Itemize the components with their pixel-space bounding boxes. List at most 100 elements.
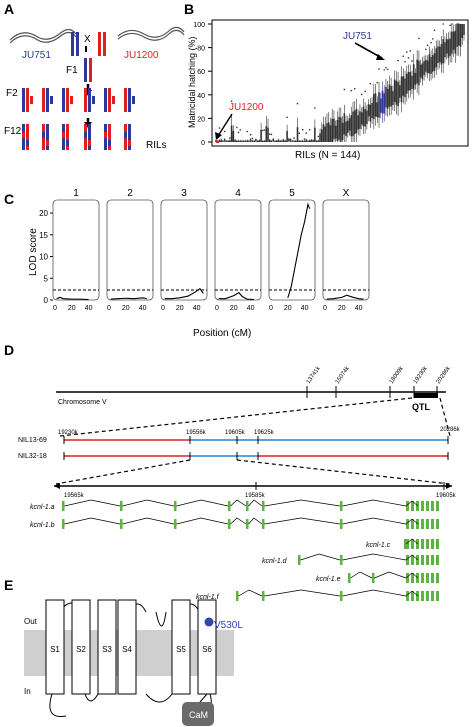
gene-tick-2: 19585k (245, 493, 266, 499)
ril-box (307, 140, 309, 142)
ril-box (301, 140, 304, 142)
lod-xtick-label: 0 (161, 305, 165, 312)
cam-label: CaM (189, 710, 208, 720)
ril-box (291, 140, 294, 142)
intron (405, 572, 419, 579)
f2-chromosome (42, 88, 45, 112)
lod-curve (326, 294, 364, 300)
nil-tick-1: 19230k (58, 430, 79, 436)
parent-ju1200-label: JU1200 (124, 50, 159, 61)
lod-xtick-label: 20 (338, 305, 346, 312)
ril-outlier (353, 87, 356, 90)
ril-box (296, 127, 299, 142)
exon (262, 501, 265, 511)
intron (405, 538, 419, 545)
intron (230, 499, 247, 507)
nil-region: 19230k 19556k 19605k 19625k 20286k NIL13… (18, 427, 461, 460)
exon (426, 519, 429, 529)
lod-panel-chr-X: X 0 20 40 (322, 188, 370, 312)
intron (238, 589, 263, 597)
lod-ytick-label: 20 (39, 209, 48, 218)
lod-curve (218, 291, 254, 301)
ril-box (409, 71, 412, 91)
ril-box (393, 79, 396, 103)
ril-box (300, 140, 302, 142)
ril-box (279, 140, 281, 142)
ril-box (447, 39, 450, 58)
ril-box (220, 139, 223, 142)
ril-box (277, 139, 280, 142)
lod-panel-title: 1 (73, 188, 79, 199)
ytick-label: 0 (201, 140, 205, 147)
plot-b-frame (211, 19, 469, 147)
ril-box (407, 71, 410, 91)
ril-outlier (405, 51, 408, 53)
ril-outlier (376, 81, 379, 84)
panel-d-label: D (4, 342, 14, 358)
ril-box (461, 24, 464, 38)
ril-outlier (293, 137, 295, 139)
isoform-row: kcnl-1.b (30, 517, 439, 529)
ril-box (418, 60, 420, 86)
ril-boxplots (215, 23, 465, 143)
ril-outlier (305, 132, 307, 134)
cam-box (182, 702, 214, 726)
ril-segment (42, 132, 45, 138)
exon (411, 555, 414, 565)
ril-box (463, 24, 465, 35)
lod-xtick-label: 20 (284, 305, 292, 312)
exon (228, 501, 231, 511)
exon (426, 591, 429, 601)
lod-xtick-label: 0 (323, 305, 327, 312)
lod-xtick-label: 40 (85, 305, 93, 312)
ril-box (378, 92, 380, 118)
gene-axis: 19565k 19585k 19605k (54, 482, 457, 499)
ril-segment (104, 132, 107, 138)
ril-box (310, 139, 313, 142)
ril-box (369, 104, 372, 122)
exon (421, 519, 424, 529)
nil-tick-4: 19625k (254, 430, 275, 436)
ril-box (263, 140, 266, 142)
arrowhead-icon (376, 54, 385, 60)
ril-box (371, 102, 373, 118)
ril-box (242, 140, 245, 142)
lod-panel-chr-3: 3 0 20 40 (160, 188, 208, 312)
lod-panel-frame (160, 199, 208, 301)
lod-panel-chr-2: 20 20 40 (106, 188, 154, 312)
ril-box (267, 127, 269, 142)
f2-chromosome (26, 88, 29, 112)
ril-box (400, 76, 403, 103)
ril-box (284, 140, 287, 142)
exon (436, 539, 439, 549)
ril-outlier (418, 37, 420, 40)
exon (406, 555, 409, 565)
exon (411, 519, 414, 529)
exon (262, 519, 265, 529)
ril-box (414, 72, 417, 85)
ril-box (383, 93, 386, 114)
ril-box (272, 138, 275, 142)
intron (248, 499, 263, 507)
ril-box (423, 61, 425, 76)
ril-box (270, 140, 273, 142)
exon (421, 591, 424, 601)
qtl-label: QTL (412, 402, 430, 412)
ril-box (440, 44, 443, 65)
ril-box (229, 140, 231, 142)
ril-segment (66, 140, 69, 146)
isoform-row: kcnl-1.f (196, 589, 439, 601)
ril-chromosome (108, 124, 111, 150)
lod-panel-frame (322, 199, 370, 301)
ril-box (454, 30, 457, 54)
f2-chromosome (124, 88, 127, 112)
ril-box (419, 64, 422, 78)
ril-box (282, 139, 285, 142)
ril-box (225, 140, 228, 142)
ril-outlier (430, 41, 432, 44)
ril-outlier (433, 29, 436, 32)
mark-2: 15074k (335, 365, 352, 385)
ril-segment (46, 140, 49, 146)
ril-chromosome (46, 124, 49, 150)
exon (426, 539, 429, 549)
